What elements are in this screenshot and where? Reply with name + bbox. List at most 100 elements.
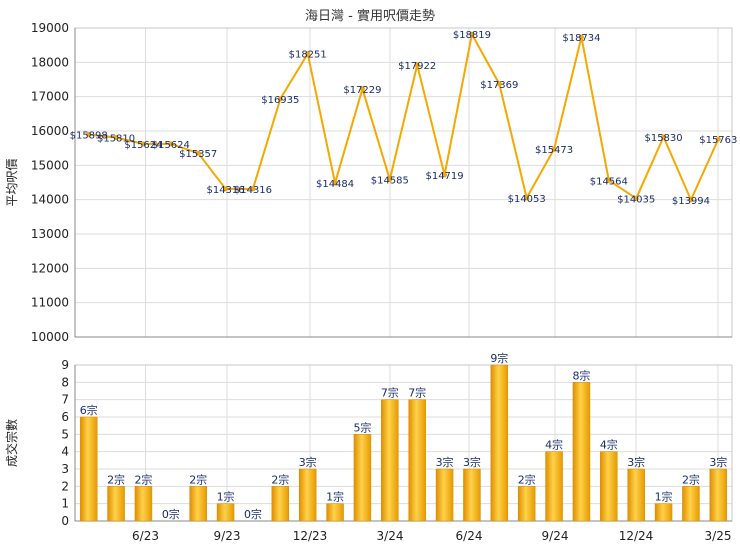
x-tick-label: 12/23 bbox=[293, 529, 328, 543]
price-line-segment bbox=[689, 138, 720, 201]
transaction-data-label: 2宗 bbox=[271, 472, 289, 486]
price-line-segment bbox=[197, 152, 227, 190]
price-point bbox=[414, 62, 420, 68]
price-data-label: $15624 bbox=[152, 140, 190, 151]
price-data-label: $14585 bbox=[371, 176, 409, 187]
transactions-y-tick-label: 4 bbox=[61, 445, 69, 459]
price-y-tick-label: 18000 bbox=[31, 55, 69, 69]
price-data-label: $15810 bbox=[97, 134, 135, 145]
transaction-data-label: 2宗 bbox=[107, 472, 125, 486]
price-point bbox=[606, 177, 612, 183]
transactions-y-tick-label: 6 bbox=[61, 410, 69, 424]
price-point bbox=[633, 195, 639, 201]
price-data-label: $15473 bbox=[535, 145, 573, 156]
price-point bbox=[195, 150, 201, 156]
price-point bbox=[332, 180, 338, 186]
transaction-data-label: 6宗 bbox=[80, 403, 98, 417]
price-y-tick-label: 15000 bbox=[31, 158, 69, 172]
transaction-bar bbox=[627, 468, 645, 522]
transaction-data-label: 0宗 bbox=[244, 507, 262, 521]
price-data-label: $15763 bbox=[699, 135, 737, 146]
transaction-data-label: 7宗 bbox=[408, 386, 426, 400]
transaction-bar bbox=[353, 434, 372, 522]
price-line-segment bbox=[416, 64, 446, 176]
transaction-data-label: 4宗 bbox=[545, 438, 563, 452]
transaction-bar bbox=[381, 399, 399, 522]
price-point bbox=[140, 141, 146, 147]
transaction-data-label: 2宗 bbox=[134, 472, 152, 486]
price-data-label: $14564 bbox=[590, 176, 628, 187]
price-y-tick-label: 17000 bbox=[31, 90, 69, 104]
price-y-tick-label: 10000 bbox=[31, 330, 69, 344]
transaction-bar bbox=[654, 503, 673, 522]
x-tick-label: 3/24 bbox=[377, 529, 404, 543]
transaction-bar bbox=[408, 399, 426, 522]
price-y-tick-label: 16000 bbox=[31, 124, 69, 138]
transaction-data-label: 1宗 bbox=[655, 490, 673, 504]
price-line-segment bbox=[388, 64, 419, 181]
price-point bbox=[442, 172, 448, 178]
transaction-bar bbox=[79, 416, 98, 522]
transactions-y-tick-label: 8 bbox=[61, 375, 69, 389]
transaction-bar bbox=[545, 451, 563, 522]
price-line-segment bbox=[580, 36, 610, 182]
price-data-label: $16935 bbox=[261, 95, 299, 106]
transaction-bar bbox=[600, 451, 618, 522]
price-y-tick-label: 12000 bbox=[31, 261, 69, 275]
x-tick-label: 3/25 bbox=[705, 529, 732, 543]
price-point bbox=[715, 136, 721, 142]
transaction-data-label: 0宗 bbox=[162, 507, 180, 521]
price-y-tick-label: 14000 bbox=[31, 193, 69, 207]
price-line-segment bbox=[525, 148, 556, 199]
price-y-tick-label: 11000 bbox=[31, 296, 69, 310]
transactions-y-tick-label: 9 bbox=[61, 358, 69, 372]
price-line-segment bbox=[279, 52, 309, 100]
price-point bbox=[387, 177, 393, 183]
price-line-segment bbox=[635, 135, 665, 200]
price-line-segment bbox=[306, 52, 337, 185]
price-data-label: $14719 bbox=[425, 171, 463, 182]
price-line-segment bbox=[87, 133, 118, 139]
transaction-bar bbox=[435, 468, 454, 522]
price-data-label: $14316 bbox=[234, 185, 272, 196]
transactions-y-tick-label: 5 bbox=[61, 427, 69, 441]
x-tick-label: 9/23 bbox=[214, 529, 241, 543]
transaction-bar bbox=[189, 486, 207, 522]
price-data-label: $18251 bbox=[289, 50, 327, 61]
transactions-bar-chart: 0 1 2 3 4 5 6 7 8 9 成交宗數 6宗 2宗 2宗 0宗 2宗 1宗 0宗 2宗 3宗 1宗 5宗 7宗 7宗… bbox=[4, 351, 733, 543]
price-data-label: $17229 bbox=[343, 85, 381, 96]
x-tick-label: 9/24 bbox=[542, 529, 569, 543]
x-tick-label: 6/23 bbox=[132, 529, 159, 543]
transaction-data-label: 3宗 bbox=[709, 455, 727, 469]
transaction-data-label: 8宗 bbox=[572, 368, 590, 382]
transactions-y-tick-label: 1 bbox=[61, 497, 69, 511]
price-line-segment bbox=[251, 97, 282, 190]
transaction-data-label: 3宗 bbox=[627, 455, 645, 469]
price-point bbox=[113, 135, 119, 141]
price-data-label: $15357 bbox=[179, 149, 217, 160]
transaction-data-label: 4宗 bbox=[600, 438, 618, 452]
transactions-y-tick-label: 7 bbox=[61, 393, 69, 407]
price-data-label: $18734 bbox=[562, 33, 600, 44]
transaction-bar bbox=[107, 486, 125, 522]
price-point bbox=[661, 134, 667, 140]
price-data-label: $14053 bbox=[508, 194, 546, 205]
price-line-segment bbox=[662, 135, 692, 201]
x-tick-label: 6/24 bbox=[456, 529, 483, 543]
transaction-data-label: 1宗 bbox=[217, 490, 235, 504]
price-line-segment bbox=[470, 33, 501, 85]
price-data-label: $15898 bbox=[70, 131, 108, 142]
transaction-data-label: 5宗 bbox=[353, 420, 371, 434]
transaction-bar bbox=[682, 486, 700, 522]
transaction-bar bbox=[216, 503, 235, 522]
price-point bbox=[168, 141, 174, 147]
transaction-bar bbox=[709, 468, 728, 522]
transaction-bar bbox=[490, 364, 509, 522]
transaction-data-label: 3宗 bbox=[436, 455, 454, 469]
transaction-bar bbox=[134, 486, 153, 522]
transaction-bar bbox=[298, 468, 317, 522]
price-line-segment bbox=[553, 36, 583, 151]
transaction-data-label: 2宗 bbox=[189, 472, 207, 486]
price-point bbox=[688, 197, 694, 203]
